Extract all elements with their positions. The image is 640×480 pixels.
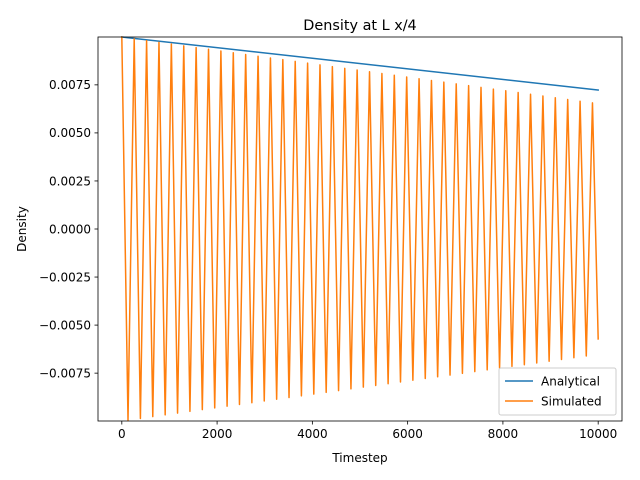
chart-title: Density at L x/4: [303, 18, 416, 34]
x-tick-label: 4000: [297, 427, 328, 441]
legend: Analytical Simulated: [498, 367, 617, 416]
y-tick-label: −0.0025: [39, 270, 91, 284]
legend-box: [498, 367, 617, 416]
legend-label-simulated: Simulated: [541, 394, 602, 408]
x-tick-label: 2000: [202, 427, 233, 441]
y-tick-label: −0.0075: [39, 366, 91, 380]
y-tick-label: 0.0050: [49, 126, 91, 140]
axes-layer: 0 2000 4000 6000 8000 10000 −0.0075 −0.0050 −0.0…: [39, 36, 623, 441]
x-axis-label: Timestep: [331, 451, 387, 465]
y-tick-label: 0.0025: [49, 174, 91, 188]
series-line-simulated: [121, 36, 599, 421]
series-line-analytical: [120, 36, 600, 91]
x-tick-label: 8000: [488, 427, 519, 441]
legend-label-analytical: Analytical: [541, 374, 600, 388]
y-tick-label: 0.0000: [49, 222, 91, 236]
y-axis-label: Density: [15, 206, 29, 252]
y-tick-label: −0.0050: [39, 318, 91, 332]
x-tick-label: 6000: [392, 427, 423, 441]
y-tick-label: 0.0075: [49, 78, 91, 92]
series-layer: [120, 36, 600, 421]
x-tick-label: 10000: [579, 427, 617, 441]
x-tick-label: 0: [118, 427, 126, 441]
